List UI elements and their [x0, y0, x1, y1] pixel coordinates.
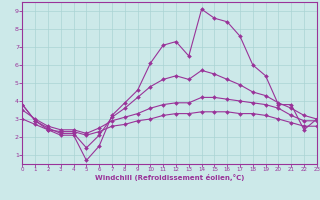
X-axis label: Windchill (Refroidissement éolien,°C): Windchill (Refroidissement éolien,°C): [95, 174, 244, 181]
